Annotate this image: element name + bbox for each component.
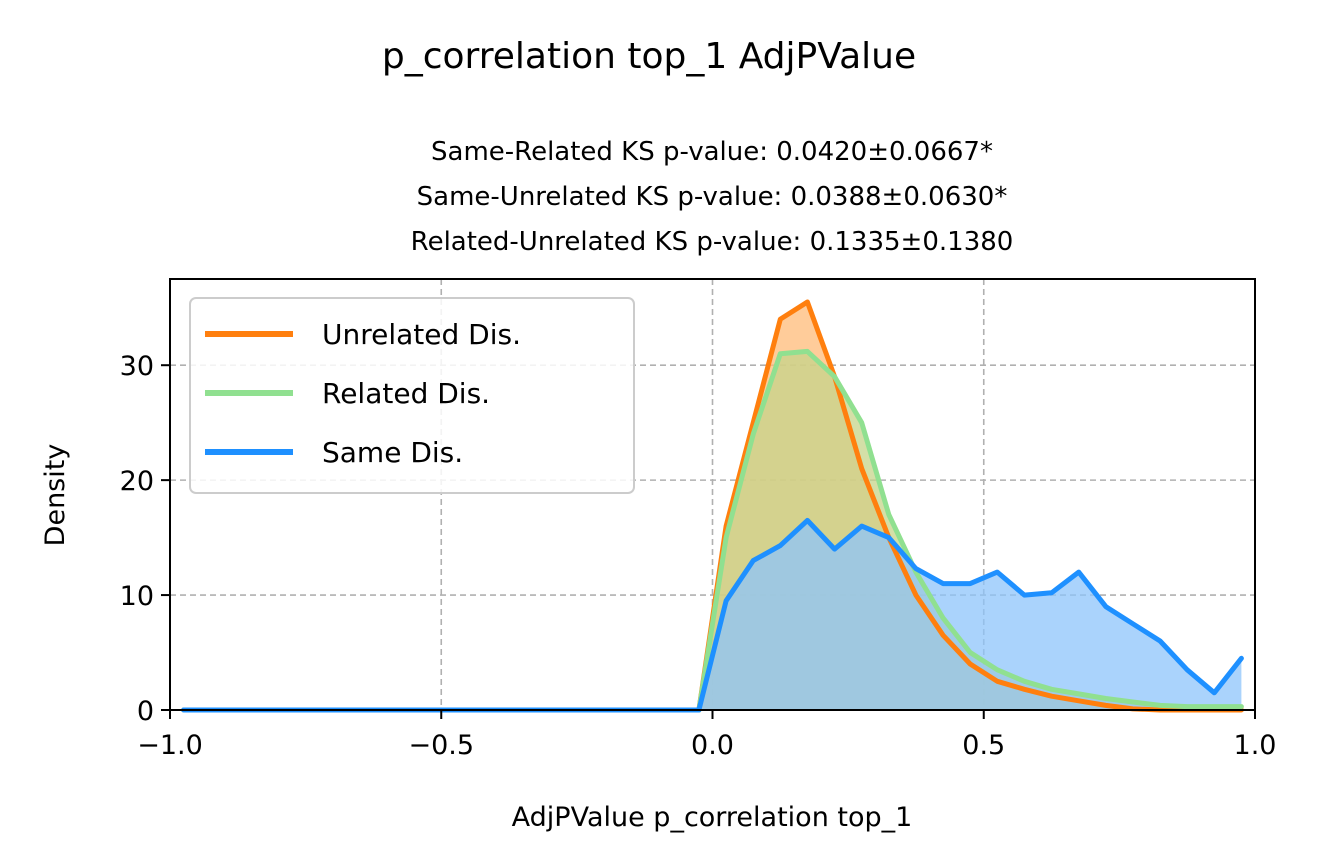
x-tick-label-1: −0.5 bbox=[408, 730, 474, 761]
y-axis-ticks: 0 10 20 30 bbox=[120, 351, 170, 727]
series-line-2 bbox=[181, 517, 1244, 713]
legend-label-2: Same Dis. bbox=[322, 436, 463, 469]
x-tick-label-2: 0.0 bbox=[691, 730, 734, 761]
series-fill-2 bbox=[183, 520, 1242, 710]
legend-label-1: Related Dis. bbox=[322, 377, 490, 410]
series-line-1 bbox=[181, 348, 1244, 713]
x-axis-ticks: −1.0 −0.5 0.0 0.5 1.0 bbox=[137, 710, 1276, 761]
chart-title-line-1: Same-Related KS p-value: 0.0420±0.0667* bbox=[431, 137, 993, 167]
y-tick-label-0: 0 bbox=[137, 696, 154, 727]
x-tick-label-0: −1.0 bbox=[137, 730, 203, 761]
y-tick-label-2: 20 bbox=[120, 466, 154, 497]
chart-title-line-3: Related-Unrelated KS p-value: 0.1335±0.1… bbox=[411, 227, 1014, 257]
legend: Unrelated Dis. Related Dis. Same Dis. bbox=[189, 297, 635, 494]
x-tick-label-3: 0.5 bbox=[962, 730, 1005, 761]
y-tick-label-3: 30 bbox=[120, 351, 154, 382]
legend-box bbox=[189, 297, 635, 494]
y-axis-label: Density bbox=[40, 444, 71, 547]
x-tick-label-4: 1.0 bbox=[1234, 730, 1277, 761]
chart-title-line-2: Same-Unrelated KS p-value: 0.0388±0.0630… bbox=[417, 182, 1008, 212]
chart-suptitle: p_correlation top_1 AdjPValue bbox=[382, 36, 916, 77]
y-tick-label-1: 10 bbox=[120, 581, 154, 612]
x-axis-label: AdjPValue p_correlation top_1 bbox=[512, 802, 913, 833]
legend-label-0: Unrelated Dis. bbox=[322, 318, 521, 351]
